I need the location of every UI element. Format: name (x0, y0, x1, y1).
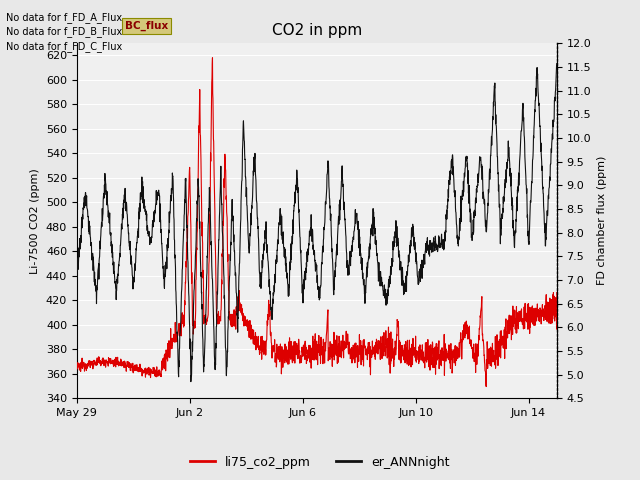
Y-axis label: FD chamber flux (ppm): FD chamber flux (ppm) (597, 156, 607, 286)
Text: No data for f_FD_A_Flux: No data for f_FD_A_Flux (6, 12, 122, 23)
Text: No data for f_FD_B_Flux: No data for f_FD_B_Flux (6, 26, 123, 37)
Title: CO2 in ppm: CO2 in ppm (271, 23, 362, 38)
Text: No data for f_FD_C_Flux: No data for f_FD_C_Flux (6, 41, 123, 52)
Text: BC_flux: BC_flux (125, 21, 168, 31)
Legend: li75_co2_ppm, er_ANNnight: li75_co2_ppm, er_ANNnight (186, 451, 454, 474)
Y-axis label: Li-7500 CO2 (ppm): Li-7500 CO2 (ppm) (30, 168, 40, 274)
